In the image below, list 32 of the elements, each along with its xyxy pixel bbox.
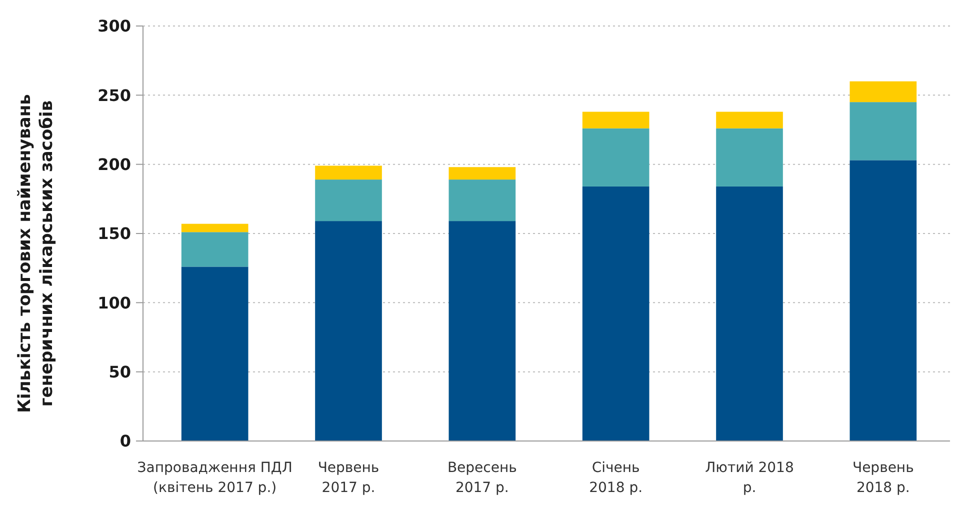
- bar: [181, 224, 248, 232]
- bar: [582, 112, 650, 128]
- bar: [850, 81, 917, 102]
- bar: [582, 128, 650, 186]
- bar: [850, 160, 917, 441]
- x-tick-label: Червень 2018 р.: [852, 460, 914, 496]
- bar: [716, 128, 783, 186]
- y-tick-label: 0: [120, 432, 131, 451]
- bar: [716, 112, 783, 128]
- y-tick-label: 50: [108, 362, 131, 382]
- x-tick-label: Січень 2018 р.: [589, 460, 643, 496]
- bar: [181, 266, 248, 441]
- y-tick-label: 150: [98, 224, 131, 244]
- y-tick-label: 100: [98, 293, 131, 312]
- y-tick-label: 200: [98, 154, 131, 174]
- x-tick-label: Запровадження ПДЛ (квітень 2017 р.): [137, 460, 292, 496]
- y-tick-label: 300: [98, 16, 131, 36]
- x-tick-label: Вересень 2017 р.: [447, 460, 517, 496]
- bar: [448, 180, 516, 222]
- bar: [181, 232, 248, 267]
- bar: [315, 221, 382, 441]
- y-tick-label: 250: [98, 86, 131, 105]
- x-tick-label: Лютий 2018 р.: [705, 460, 794, 496]
- bar: [315, 180, 382, 222]
- bar: [850, 102, 917, 160]
- bar: [448, 221, 516, 441]
- x-tick-label: Червень 2017 р.: [318, 460, 380, 496]
- bar: [582, 186, 650, 441]
- bar: [448, 167, 516, 180]
- y-axis-title: Кількість торгових найменувань генеричних лікарських засобів: [15, 94, 57, 413]
- bar: [315, 166, 382, 180]
- bar: [716, 186, 783, 441]
